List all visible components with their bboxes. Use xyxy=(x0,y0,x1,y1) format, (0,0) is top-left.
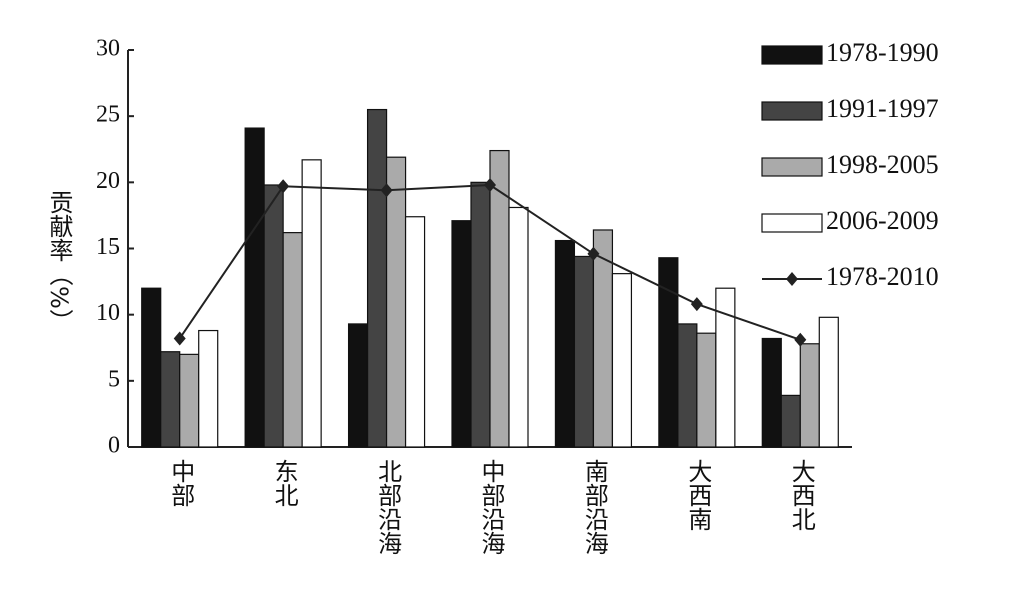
legend-swatch xyxy=(761,213,823,233)
y-tick-label: 10 xyxy=(96,300,120,326)
line-marker xyxy=(173,331,186,346)
y-tick-label: 30 xyxy=(96,36,120,62)
line-marker xyxy=(690,297,703,312)
line-marker xyxy=(587,246,600,261)
bar xyxy=(677,323,698,448)
legend-marker xyxy=(786,272,798,286)
line-marker xyxy=(277,179,290,194)
bar xyxy=(799,343,820,448)
legend-swatch xyxy=(761,101,823,121)
bar xyxy=(404,216,426,448)
legend-label: 1991-1997 xyxy=(826,94,939,123)
x-tick-label: 中部 xyxy=(167,459,195,507)
line-marker xyxy=(380,183,393,198)
x-tick-label: 大西北 xyxy=(787,459,815,531)
bar xyxy=(301,159,322,448)
bar xyxy=(179,353,200,448)
bar xyxy=(198,329,219,448)
legend-label: 2006-2009 xyxy=(826,206,939,235)
bar xyxy=(282,232,303,448)
bar xyxy=(263,184,284,448)
legend-label: 1978-1990 xyxy=(826,38,939,67)
x-tick-label: 北部沿海 xyxy=(374,459,402,555)
line-marker xyxy=(794,332,807,347)
legend-label: 1998-2005 xyxy=(826,150,939,179)
legend-label: 1978-2010 xyxy=(826,262,939,291)
bar xyxy=(141,287,162,448)
bar xyxy=(715,287,736,448)
bar xyxy=(244,127,265,448)
y-tick-label: 0 xyxy=(108,433,120,459)
bar xyxy=(470,181,491,448)
x-tick-label: 大西南 xyxy=(684,459,712,531)
y-tick-label: 5 xyxy=(108,366,120,392)
bar xyxy=(818,316,839,448)
bar xyxy=(554,239,576,448)
bar xyxy=(385,156,407,448)
line-marker xyxy=(484,177,496,192)
bar xyxy=(573,255,595,448)
legend-swatch xyxy=(761,45,823,65)
x-tick-label: 中部沿海 xyxy=(477,459,505,555)
bar xyxy=(347,323,369,448)
bar xyxy=(160,351,181,448)
legend-swatch xyxy=(761,157,823,177)
bar xyxy=(451,220,472,448)
bar xyxy=(696,332,717,448)
y-tick-label: 15 xyxy=(96,234,120,260)
y-tick-label: 25 xyxy=(96,102,120,128)
bar xyxy=(611,273,633,448)
y-axis-label: 贡献率（%） xyxy=(45,190,73,333)
bar xyxy=(761,337,782,448)
bar xyxy=(780,394,801,448)
y-tick-label: 20 xyxy=(96,168,120,194)
x-tick-label: 东北 xyxy=(270,459,298,507)
bar xyxy=(508,206,529,448)
x-tick-label: 南部沿海 xyxy=(580,459,608,555)
bar xyxy=(366,108,388,448)
